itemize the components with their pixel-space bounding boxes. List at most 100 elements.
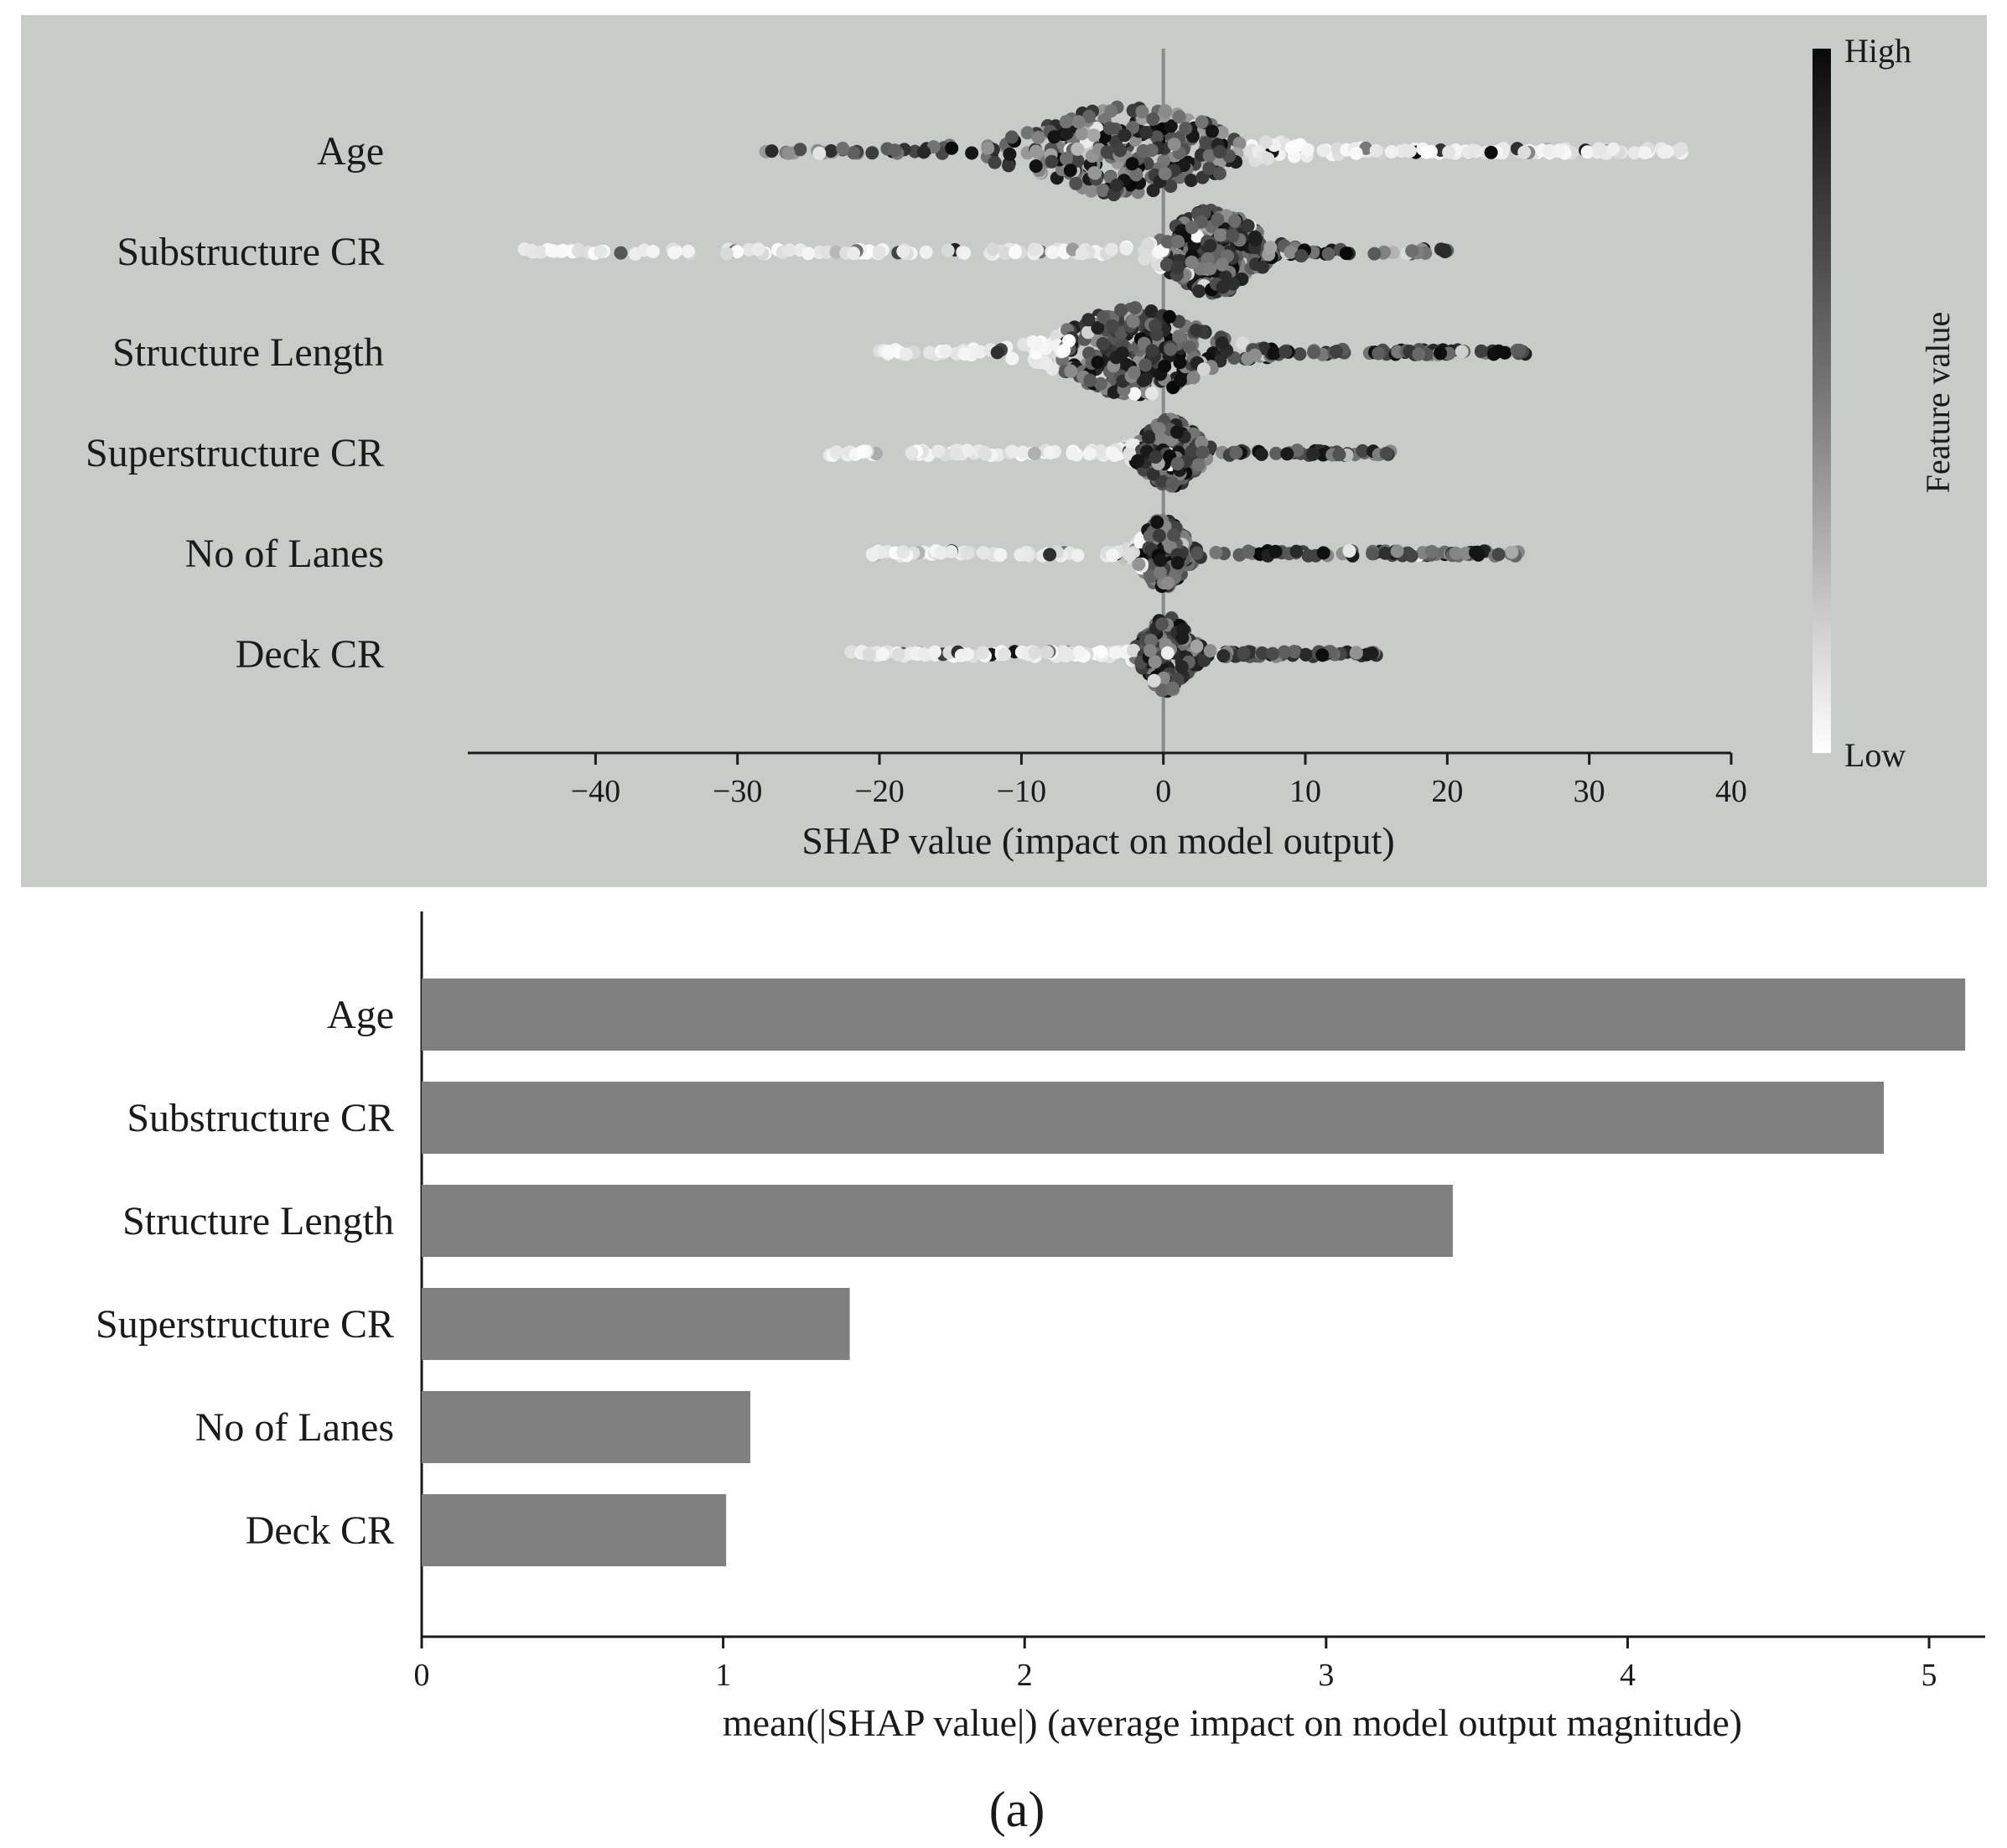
beeswarm-point	[1289, 544, 1304, 558]
beeswarm-point	[981, 141, 995, 155]
beeswarm-point	[866, 548, 879, 562]
beeswarm-point	[1141, 237, 1155, 252]
beeswarm-point	[1215, 257, 1229, 272]
bar-label-substructure-cr: Substructure CR	[127, 1096, 394, 1140]
beeswarm-point	[1466, 143, 1481, 158]
beeswarm-point	[1144, 634, 1159, 647]
beeswarm-point	[751, 242, 765, 257]
beeswarm-point	[1301, 548, 1315, 563]
beeswarm-point	[1155, 683, 1169, 698]
beeswarm-point	[896, 244, 910, 258]
beeswarm-point	[1172, 110, 1186, 124]
beeswarm-point	[829, 445, 843, 459]
bar-tick-label: 5	[1921, 1658, 1937, 1693]
beeswarm-point	[1086, 128, 1101, 143]
beeswarm-point	[1449, 546, 1463, 560]
beeswarm-point	[1159, 257, 1174, 272]
beeswarm-point	[1185, 255, 1199, 269]
beeswarm-point	[965, 146, 979, 160]
beeswarm-point	[934, 546, 948, 560]
beeswarm-tick-label: 0	[1155, 774, 1171, 809]
beeswarm-point	[793, 143, 807, 157]
beeswarm-point	[1164, 179, 1178, 193]
beeswarm-point	[1267, 346, 1281, 361]
beeswarm-point	[1084, 184, 1098, 198]
beeswarm-point	[1349, 146, 1363, 160]
beeswarm-point	[1113, 143, 1127, 158]
beeswarm-point	[1202, 148, 1216, 163]
beeswarm-point	[1216, 649, 1231, 663]
beeswarm-x-ticks: −40 −30 −20 −10 0 10 20 30 40	[571, 753, 1747, 809]
beeswarm-point	[1505, 545, 1519, 559]
beeswarm-point	[1491, 548, 1506, 562]
beeswarm-point	[1321, 247, 1335, 261]
beeswarm-point	[1398, 143, 1413, 158]
beeswarm-point	[1128, 301, 1143, 315]
beeswarm-point	[1144, 304, 1159, 318]
beeswarm-tick-label: −40	[571, 774, 620, 809]
beeswarm-point	[1339, 247, 1353, 261]
beeswarm-label-superstructure-cr: Superstructure CR	[86, 431, 384, 475]
beeswarm-point	[1071, 115, 1086, 129]
beeswarm-point	[1241, 219, 1255, 233]
beeswarm-point	[1093, 444, 1107, 459]
beeswarm-point	[571, 244, 585, 258]
beeswarm-point	[1107, 448, 1122, 462]
beeswarm-point	[1192, 284, 1206, 298]
beeswarm-point	[1287, 645, 1301, 658]
beeswarm-point	[1119, 241, 1133, 256]
beeswarm-point	[1185, 221, 1199, 235]
beeswarm-point	[1082, 447, 1097, 461]
beeswarm-point	[1039, 341, 1053, 356]
beeswarm-point	[1137, 144, 1150, 158]
beeswarm-point	[1164, 119, 1178, 133]
beeswarm-point	[931, 444, 946, 459]
beeswarm-point	[1195, 115, 1209, 129]
bar-no-of-lanes	[422, 1391, 750, 1463]
beeswarm-point	[899, 347, 913, 361]
beeswarm-point	[1367, 247, 1382, 261]
beeswarm-point	[1088, 166, 1102, 180]
beeswarm-point	[1094, 645, 1108, 659]
beeswarm-point	[1280, 447, 1294, 461]
beeswarm-point	[646, 245, 660, 258]
beeswarm-point	[1241, 351, 1255, 366]
beeswarm-feature-labels: Age Substructure CR Structure Length Supers…	[86, 129, 384, 677]
beeswarm-point	[1196, 362, 1211, 376]
beeswarm-point	[1063, 164, 1077, 178]
beeswarm-point	[1100, 145, 1114, 159]
beeswarm-panel: Age Substructure CR Structure Length Supers…	[21, 15, 1987, 887]
beeswarm-point	[1144, 387, 1159, 401]
beeswarm-point	[1384, 145, 1398, 158]
beeswarm-point	[1072, 645, 1086, 659]
beeswarm-point	[1205, 124, 1219, 138]
beeswarm-point	[782, 243, 796, 257]
beeswarm-point	[1028, 242, 1041, 257]
beeswarm-point	[1144, 643, 1157, 657]
beeswarm-point	[824, 144, 838, 158]
beeswarm-point	[1127, 643, 1141, 657]
figure-caption: (a)	[989, 1782, 1045, 1837]
beeswarm-point	[1115, 346, 1129, 361]
beeswarm-point	[1412, 347, 1426, 361]
beeswarm-series-superstructure-cr	[822, 413, 1398, 493]
beeswarm-point	[1197, 653, 1211, 667]
beeswarm-point	[1165, 476, 1180, 491]
beeswarm-point	[1149, 130, 1164, 144]
beeswarm-point	[1179, 122, 1193, 136]
beeswarm-point	[1484, 145, 1498, 159]
beeswarm-point	[1123, 548, 1137, 562]
beeswarm-tick-label: −10	[997, 774, 1046, 809]
beeswarm-point	[1027, 446, 1041, 460]
beeswarm-point	[545, 244, 559, 258]
beeswarm-point	[1390, 544, 1404, 558]
beeswarm-point	[1170, 457, 1185, 470]
beeswarm-point	[1146, 112, 1160, 127]
beeswarm-point	[928, 645, 941, 659]
beeswarm-point	[1104, 104, 1118, 118]
beeswarm-point	[905, 446, 919, 460]
beeswarm-point	[1153, 565, 1167, 579]
beeswarm-point	[1150, 515, 1164, 529]
beeswarm-point	[1254, 447, 1268, 461]
beeswarm-point	[1232, 137, 1247, 151]
